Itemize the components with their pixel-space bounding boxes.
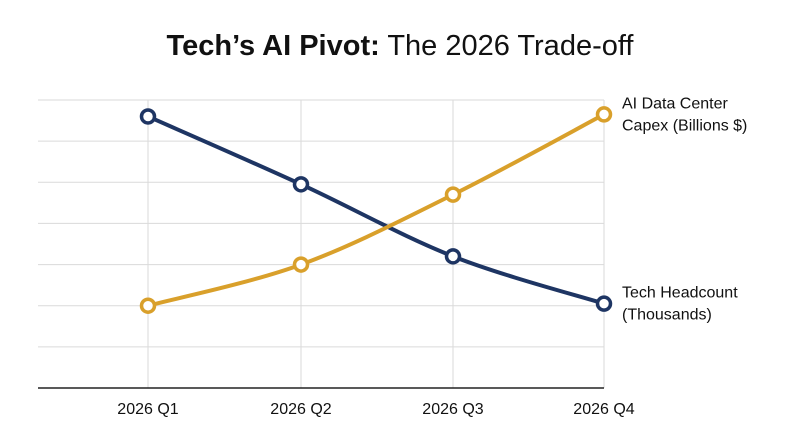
x-tick-label: 2026 Q3	[422, 401, 483, 418]
data-point	[444, 186, 462, 203]
data-point	[595, 106, 613, 123]
data-point	[444, 248, 462, 265]
series-label: Tech Headcount	[622, 285, 738, 302]
data-point	[292, 256, 310, 273]
chart-title: Tech’s AI Pivot: The 2026 Trade-off	[0, 26, 800, 66]
data-point	[139, 297, 157, 314]
x-tick-label: 2026 Q4	[573, 401, 634, 418]
chart-title-bold: Tech’s AI Pivot:	[166, 30, 380, 62]
series-label: AI Data Center	[622, 95, 729, 112]
data-point	[139, 108, 157, 125]
series-label: Capex (Billions $)	[622, 117, 747, 134]
grid	[38, 99, 605, 388]
chart-title-rest: The 2026 Trade-off	[379, 30, 634, 62]
series-label: (Thousands)	[622, 307, 712, 324]
series-labels: Tech Headcount (Thousands) AI Data Center C…	[622, 95, 747, 323]
series-lines	[146, 112, 606, 308]
series-line-0	[146, 114, 606, 306]
x-tick-label: 2026 Q2	[270, 401, 331, 418]
series-points	[139, 106, 613, 314]
data-point	[595, 295, 613, 312]
data-point	[292, 176, 310, 193]
series-line-1	[146, 112, 606, 308]
x-axis: 2026 Q1 2026 Q2 2026 Q3 2026 Q4	[38, 387, 635, 418]
x-tick-label: 2026 Q1	[117, 401, 178, 418]
